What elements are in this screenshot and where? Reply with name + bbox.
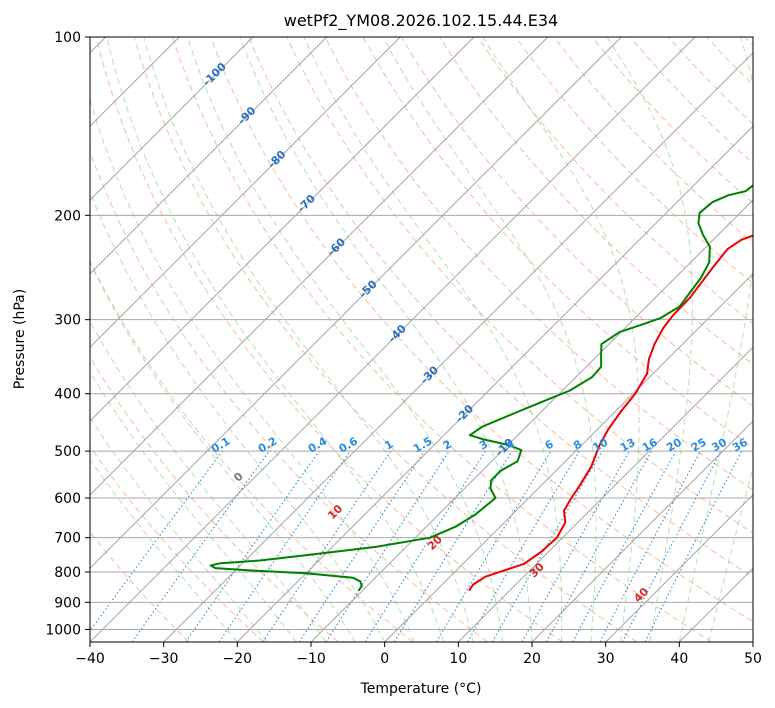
dry-adiabat xyxy=(515,37,753,284)
mixing-ratio-line xyxy=(131,450,270,642)
chart-title: wetPf2_YM08.2026.102.15.44.E34 xyxy=(284,11,558,31)
x-tick-label: −20 xyxy=(223,651,253,667)
moist-adiabat xyxy=(90,416,268,642)
mixing-ratio-line xyxy=(218,450,351,642)
isotherm xyxy=(90,37,549,496)
x-tick-label: 0 xyxy=(380,651,389,667)
dry-adiabat xyxy=(324,37,753,491)
isotherm xyxy=(236,125,753,642)
dry-adiabat xyxy=(90,445,264,642)
mixing-ratio-line xyxy=(644,450,743,642)
mixing-ratio-line xyxy=(521,450,630,642)
y-tick-label: 500 xyxy=(54,444,81,460)
mixing-ratio-line xyxy=(90,450,223,632)
dry-adiabat xyxy=(248,37,753,578)
moist-adiabat xyxy=(90,458,238,642)
mixing-ratio-line xyxy=(545,450,653,642)
y-axis: 100 200 300 400 500 600 700 800 900 1000 xyxy=(45,30,90,638)
y-tick-label: 100 xyxy=(54,30,81,46)
y-tick-label: 200 xyxy=(54,208,81,224)
dry-adiabat xyxy=(210,37,753,623)
isotherm xyxy=(605,494,753,642)
mixing-ratio-line xyxy=(325,450,450,642)
moist-adiabat xyxy=(90,190,386,642)
dry-adiabat xyxy=(286,37,753,534)
x-tick-label: 50 xyxy=(744,651,762,667)
mixing-ratio-line xyxy=(298,450,425,642)
y-tick-label: 700 xyxy=(54,531,81,547)
y-tick-label: 300 xyxy=(54,313,81,329)
isotherm xyxy=(90,37,328,275)
moist-adiabat xyxy=(106,37,445,642)
y-tick-label: 900 xyxy=(54,595,81,611)
x-axis-label: Temperature (°C) xyxy=(360,681,482,697)
x-tick-label: 30 xyxy=(597,651,615,667)
moist-adiabat xyxy=(90,261,356,642)
isotherm xyxy=(163,52,753,642)
y-tick-label: 400 xyxy=(54,387,81,403)
y-axis-label: Pressure (hPa) xyxy=(12,289,28,389)
isotherm xyxy=(384,273,753,642)
isotherm xyxy=(90,37,622,569)
isotherm xyxy=(457,346,753,642)
isotherm xyxy=(90,37,475,422)
x-tick-label: 20 xyxy=(523,651,541,667)
mixing-ratio-line xyxy=(262,450,392,642)
temperature-profile-line xyxy=(468,234,753,592)
dry-adiabat xyxy=(95,37,563,642)
x-tick-label: −10 xyxy=(296,651,326,667)
moist-adiabat xyxy=(187,37,503,642)
y-tick-label: 800 xyxy=(54,565,81,581)
isotherm xyxy=(90,37,254,201)
moist-adiabat xyxy=(303,37,563,642)
moist-adiabat xyxy=(90,370,297,642)
moist-adiabat xyxy=(143,37,474,642)
moist-adiabat xyxy=(482,37,640,642)
moist-adiabat xyxy=(90,320,327,642)
y-tick-label: 1000 xyxy=(45,622,81,638)
isotherm xyxy=(531,420,753,642)
mixing-ratio-line xyxy=(393,450,513,642)
isotherm xyxy=(90,37,401,348)
y-tick-label: 600 xyxy=(54,491,81,507)
x-tick-label: −40 xyxy=(75,651,105,667)
x-axis: −40 −30 −20 −10 0 10 20 30 40 50 xyxy=(75,642,762,667)
moist-adiabat xyxy=(678,37,753,642)
x-tick-label: −30 xyxy=(149,651,179,667)
moist-adiabat xyxy=(606,37,694,642)
dry-adiabat xyxy=(90,356,339,642)
moist-adiabat xyxy=(239,37,533,642)
x-tick-label: 40 xyxy=(670,651,688,667)
dry-adiabat xyxy=(90,259,414,642)
plot-frame xyxy=(89,36,754,643)
isotherm xyxy=(90,37,696,642)
dry-adiabat xyxy=(133,37,638,642)
mixing-ratio-line xyxy=(572,450,677,642)
moist-adiabat xyxy=(708,465,753,642)
x-tick-label: 10 xyxy=(449,651,467,667)
dry-adiabat xyxy=(171,37,712,642)
plot-area xyxy=(90,37,753,642)
dewpoint-profile-line xyxy=(209,184,753,592)
moist-adiabat xyxy=(382,37,597,642)
mixing-ratio-line xyxy=(185,450,320,642)
